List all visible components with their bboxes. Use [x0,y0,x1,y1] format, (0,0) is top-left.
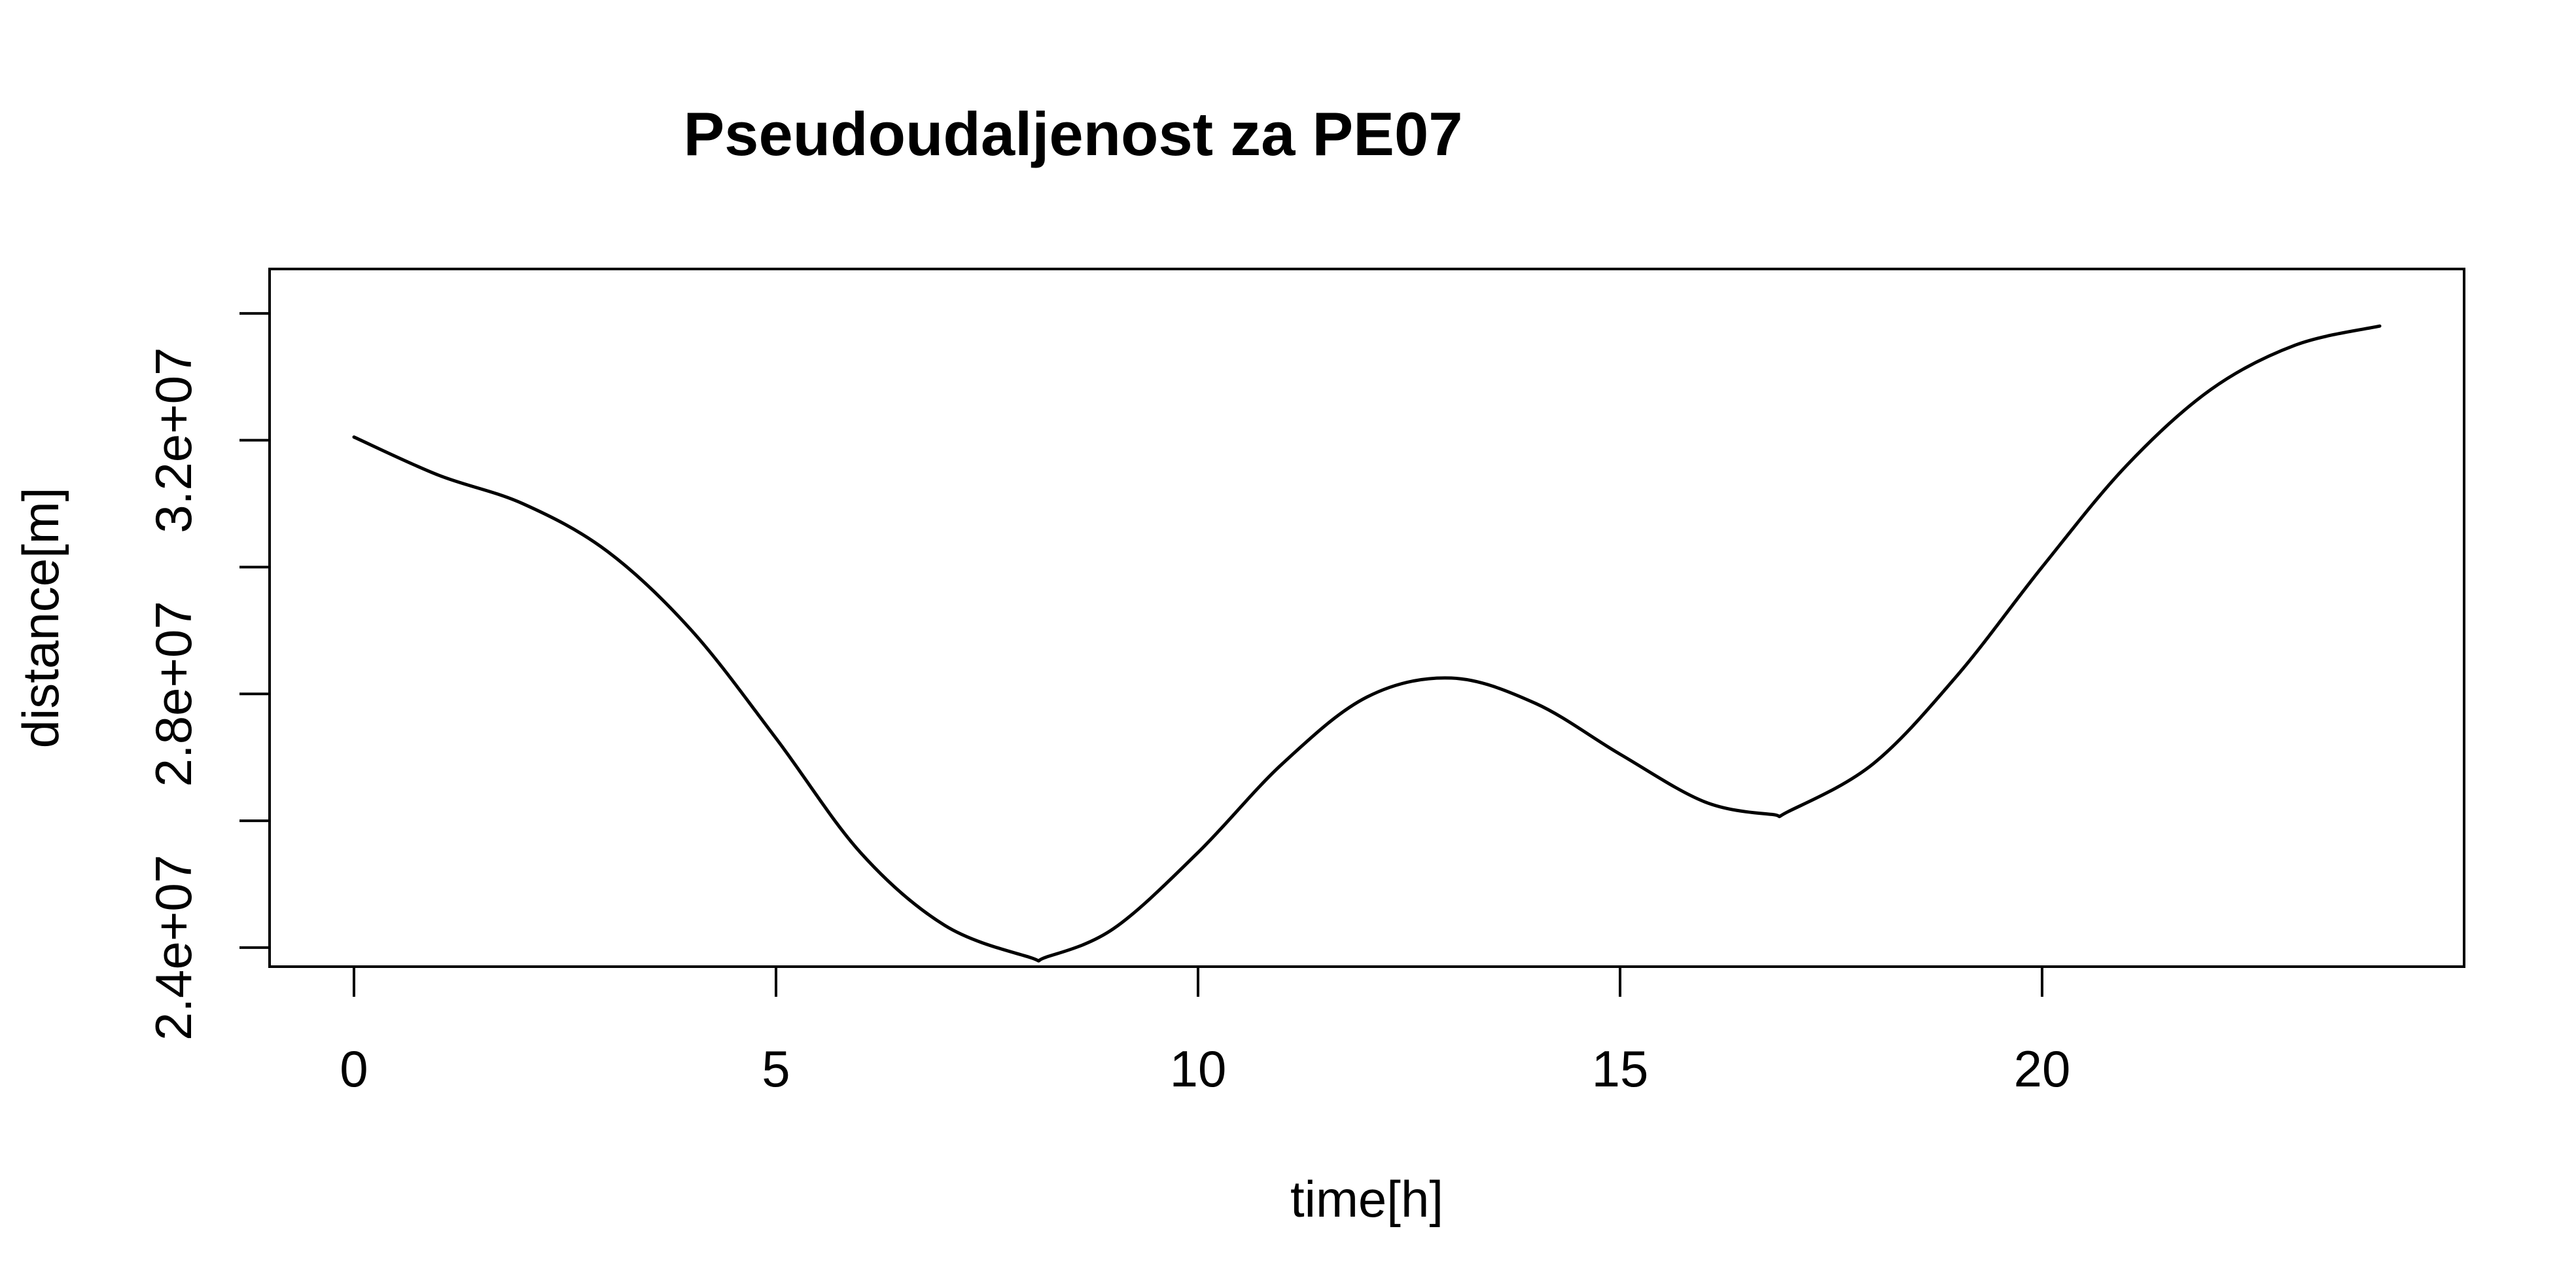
x-tick-label: 0 [340,1040,368,1098]
x-axis: 0 5 10 15 20 [340,965,2071,1098]
y-axis: 2.4e+07 2.8e+07 3.2e+07 [145,312,271,1041]
x-axis-label: time[h] [1290,1170,1443,1228]
y-axis-label: distance[m] [12,488,69,749]
x-tick-label: 20 [2014,1040,2071,1098]
x-tick-label: 15 [1592,1040,1649,1098]
x-tick-label: 10 [1170,1040,1227,1098]
y-tick-label: 2.8e+07 [145,601,202,787]
plot-frame [268,268,2465,968]
y-tick-label: 3.2e+07 [145,348,202,533]
series-group [352,324,2382,963]
series-line [352,324,2382,963]
x-tick-label: 5 [762,1040,790,1098]
chart-title: Pseudoudaljenost za PE07 [683,99,1462,168]
y-tick-label: 2.4e+07 [145,855,202,1041]
